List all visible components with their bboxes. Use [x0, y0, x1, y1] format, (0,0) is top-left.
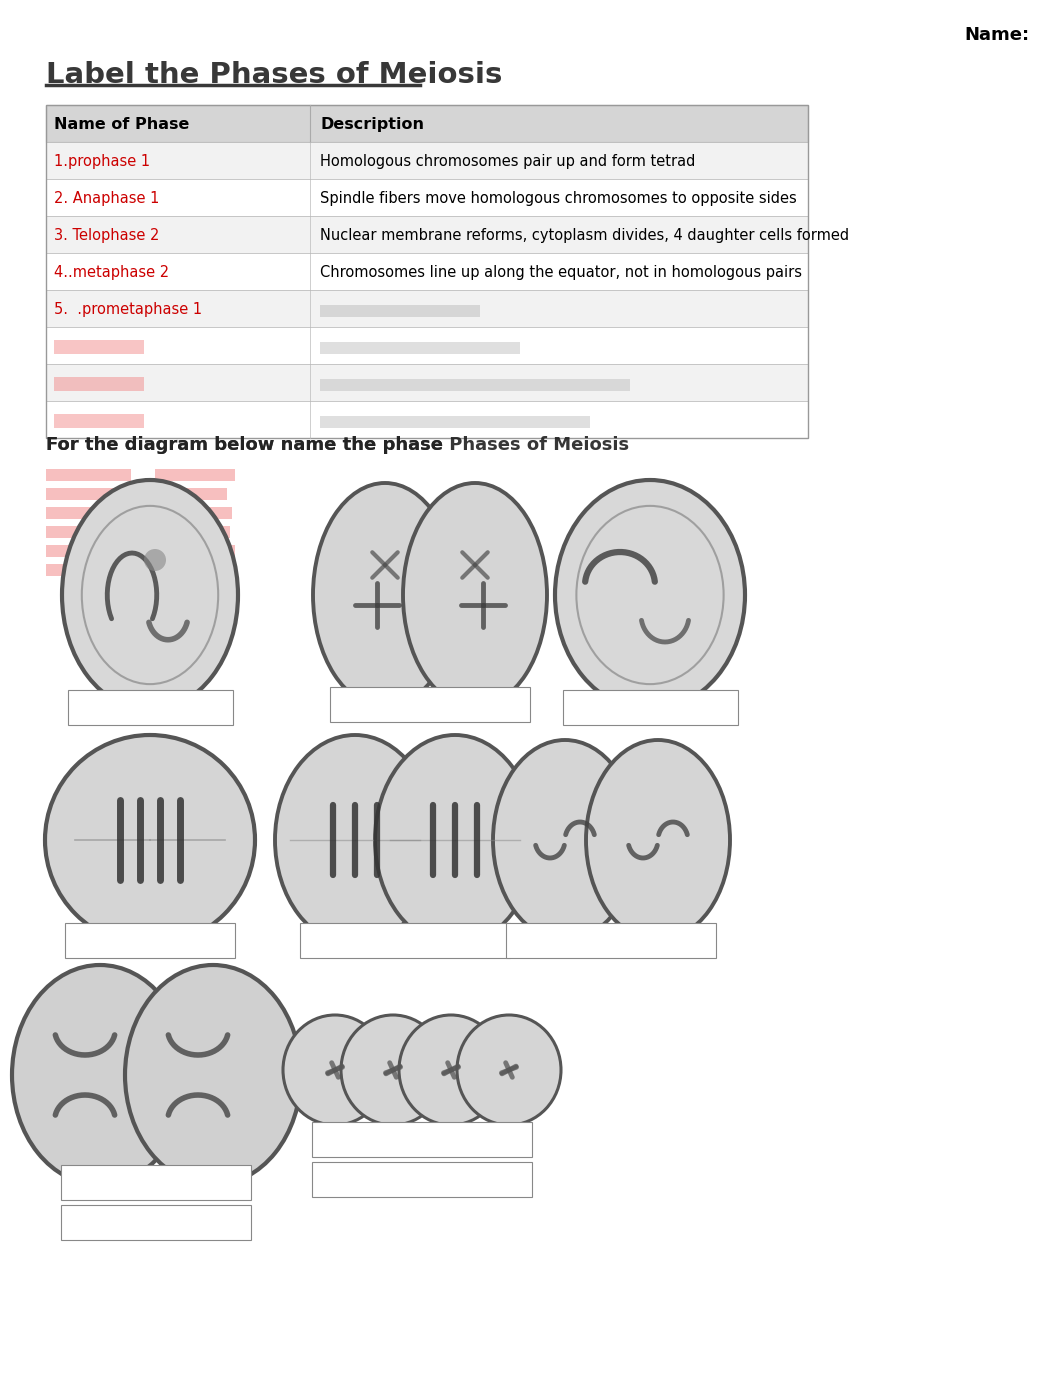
Text: Chromosomes line up along the equator, not in homologous pairs: Chromosomes line up along the equator, n…	[320, 264, 802, 280]
Ellipse shape	[313, 483, 457, 706]
FancyBboxPatch shape	[155, 470, 235, 481]
Text: 2. Anaphase 1: 2. Anaphase 1	[54, 191, 159, 207]
FancyBboxPatch shape	[46, 401, 808, 438]
Ellipse shape	[402, 483, 547, 706]
Ellipse shape	[275, 735, 435, 945]
Ellipse shape	[12, 965, 188, 1186]
FancyBboxPatch shape	[61, 1205, 251, 1241]
Ellipse shape	[62, 481, 238, 711]
FancyBboxPatch shape	[155, 507, 232, 519]
FancyBboxPatch shape	[46, 179, 808, 216]
FancyBboxPatch shape	[46, 470, 131, 481]
FancyBboxPatch shape	[299, 923, 510, 958]
FancyBboxPatch shape	[46, 326, 808, 364]
Ellipse shape	[586, 739, 730, 940]
FancyBboxPatch shape	[46, 291, 808, 326]
Text: 5.  .prometaphase 1: 5. .prometaphase 1	[54, 302, 202, 317]
FancyBboxPatch shape	[155, 487, 227, 500]
FancyBboxPatch shape	[330, 687, 530, 722]
Ellipse shape	[555, 481, 746, 711]
FancyBboxPatch shape	[54, 413, 144, 427]
FancyBboxPatch shape	[65, 923, 235, 958]
Text: Nuclear membrane reforms, cytoplasm divides, 4 daughter cells formed: Nuclear membrane reforms, cytoplasm divi…	[320, 229, 850, 242]
Ellipse shape	[125, 965, 301, 1186]
Text: 3. Telophase 2: 3. Telophase 2	[54, 229, 159, 242]
Text: Spindle fibers move homologous chromosomes to opposite sides: Spindle fibers move homologous chromosom…	[320, 191, 796, 207]
FancyBboxPatch shape	[46, 216, 808, 253]
Ellipse shape	[457, 1015, 561, 1125]
Ellipse shape	[144, 549, 166, 571]
Text: Homologous chromosomes pair up and form tetrad: Homologous chromosomes pair up and form …	[320, 154, 696, 169]
FancyBboxPatch shape	[46, 507, 126, 519]
FancyBboxPatch shape	[46, 105, 808, 142]
Ellipse shape	[399, 1015, 503, 1125]
FancyBboxPatch shape	[46, 364, 808, 401]
FancyBboxPatch shape	[155, 565, 223, 576]
FancyBboxPatch shape	[320, 379, 630, 391]
Text: Description: Description	[320, 117, 424, 132]
FancyBboxPatch shape	[155, 526, 230, 538]
FancyBboxPatch shape	[54, 340, 144, 354]
FancyBboxPatch shape	[46, 142, 808, 179]
FancyBboxPatch shape	[68, 690, 233, 726]
Text: Label the Phases of Meiosis: Label the Phases of Meiosis	[46, 61, 502, 90]
FancyBboxPatch shape	[46, 487, 121, 500]
Ellipse shape	[341, 1015, 445, 1125]
Text: 1.prophase 1: 1.prophase 1	[54, 154, 150, 169]
FancyBboxPatch shape	[312, 1162, 532, 1197]
Text: For the diagram below name the phase: For the diagram below name the phase	[46, 437, 443, 454]
Ellipse shape	[282, 1015, 387, 1125]
FancyBboxPatch shape	[46, 526, 124, 538]
Ellipse shape	[375, 735, 535, 945]
FancyBboxPatch shape	[506, 923, 716, 958]
Text: Name of Phase: Name of Phase	[54, 117, 189, 132]
FancyBboxPatch shape	[46, 545, 129, 558]
FancyBboxPatch shape	[312, 1122, 532, 1157]
Text: 4..metaphase 2: 4..metaphase 2	[54, 264, 169, 280]
FancyBboxPatch shape	[320, 304, 480, 317]
FancyBboxPatch shape	[320, 416, 590, 427]
FancyBboxPatch shape	[563, 690, 737, 726]
Ellipse shape	[493, 739, 637, 940]
Text: Name:: Name:	[965, 26, 1030, 44]
FancyBboxPatch shape	[46, 253, 808, 291]
FancyBboxPatch shape	[320, 341, 520, 354]
Ellipse shape	[45, 735, 255, 945]
Text: For the diagram below name the phase Phases of Meiosis: For the diagram below name the phase Pha…	[46, 437, 629, 454]
FancyBboxPatch shape	[54, 376, 144, 391]
FancyBboxPatch shape	[46, 565, 116, 576]
FancyBboxPatch shape	[61, 1165, 251, 1199]
FancyBboxPatch shape	[155, 545, 235, 558]
